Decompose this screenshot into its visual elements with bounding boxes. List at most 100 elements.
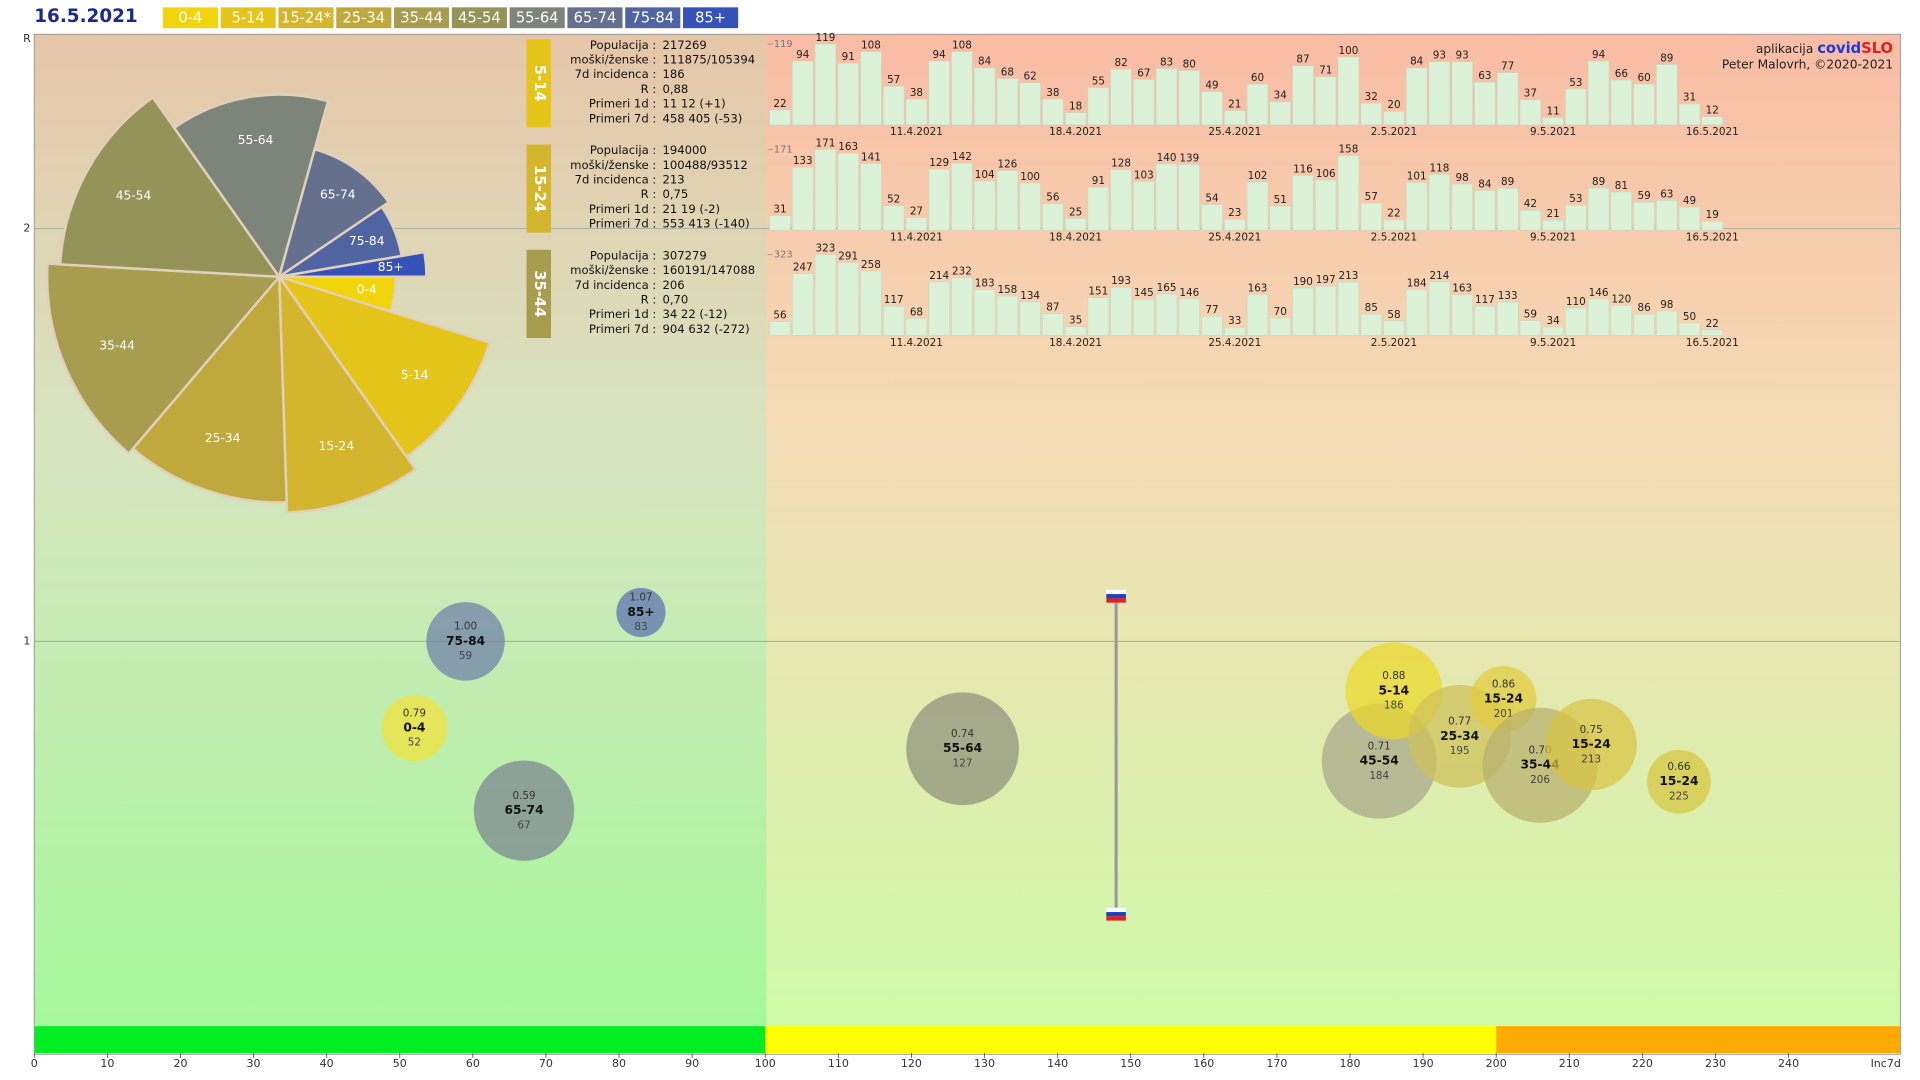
bar-value-label: 118 <box>1430 162 1450 174</box>
bar-value-label: 34 <box>1547 315 1561 327</box>
x-tick-label: 18.4.2021 <box>1049 126 1102 138</box>
bar <box>882 305 905 336</box>
bar <box>1656 310 1678 336</box>
bar-value-label: 54 <box>1205 193 1219 205</box>
bar <box>928 60 950 126</box>
bar <box>1405 67 1428 126</box>
bar <box>1610 191 1633 231</box>
bar <box>905 98 928 126</box>
info-label: 7d incidenca : <box>575 278 657 292</box>
bar <box>1519 210 1542 231</box>
bar-value-label: 27 <box>910 205 923 217</box>
pie-label: 25-34 <box>205 431 241 445</box>
info-label: moški/ženske : <box>570 53 656 67</box>
bar <box>1405 289 1428 336</box>
credit-brand-b: SLO <box>1861 40 1893 57</box>
bar-value-label: 213 <box>1339 270 1359 282</box>
bar <box>1565 307 1587 336</box>
pie-sector <box>278 250 428 278</box>
info-label: R : <box>641 187 657 201</box>
bubble-inc-label: 127 <box>953 757 973 769</box>
bubble-inc-label: 52 <box>408 737 421 749</box>
bubble <box>1545 698 1637 791</box>
info-label: Primeri 7d : <box>589 322 656 336</box>
bar-value-label: 62 <box>1024 71 1037 83</box>
info-label: Primeri 7d : <box>589 217 656 231</box>
bar <box>1451 294 1473 336</box>
x-tick-label: 2.5.2021 <box>1371 126 1417 138</box>
group-title: 35-44 <box>531 270 548 317</box>
bar-value-label: 104 <box>975 169 995 181</box>
bar-value-label: 87 <box>1046 302 1059 314</box>
bar-value-label: 31 <box>773 203 786 215</box>
bar-value-label: 89 <box>1501 176 1514 188</box>
bar <box>1337 56 1360 126</box>
bar-value-label: 34 <box>1274 90 1288 102</box>
bar <box>1678 206 1701 231</box>
bar <box>1133 298 1155 336</box>
info-label: Primeri 1d : <box>589 202 656 216</box>
bubble-group-label: 5-14 <box>1379 683 1410 697</box>
bar <box>1110 169 1132 231</box>
bar <box>1201 315 1223 336</box>
x-tick-label: 140 <box>1047 1057 1068 1070</box>
bar-value-label: 12 <box>1706 105 1719 117</box>
x-tick-label: 25.4.2021 <box>1208 337 1261 349</box>
bar <box>1292 65 1314 126</box>
bar <box>1587 298 1610 336</box>
bubble-r-label: 0.74 <box>951 728 975 740</box>
bar <box>1519 320 1542 336</box>
bar <box>1269 101 1291 126</box>
credit-brand-a: covid <box>1817 40 1861 57</box>
flag-red <box>1106 598 1126 603</box>
bar <box>1269 205 1291 231</box>
x-tick-label: 18.4.2021 <box>1049 232 1102 244</box>
pie-label: 55-64 <box>238 133 274 147</box>
bar-value-label: 193 <box>1111 275 1131 287</box>
bubble-group-label: 55-64 <box>943 741 982 755</box>
info-value: 458 405 (-53) <box>662 111 742 125</box>
bar-value-label: 110 <box>1566 296 1586 308</box>
bar <box>837 62 859 126</box>
bar-value-label: 58 <box>1387 309 1400 321</box>
bar <box>860 270 882 336</box>
y-tick-label: 1 <box>23 634 30 647</box>
legend-swatch <box>220 7 276 29</box>
bar-value-label: 53 <box>1569 77 1582 89</box>
bar-value-label: 94 <box>933 49 947 61</box>
bar <box>1201 91 1223 126</box>
bar-value-label: 117 <box>1475 294 1495 306</box>
info-value: 111875/105394 <box>662 53 755 67</box>
legend-label: 0-4 <box>178 9 202 26</box>
bar <box>1610 79 1633 126</box>
bar-value-label: 53 <box>1569 193 1582 205</box>
bubble-r-label: 0.59 <box>512 790 535 802</box>
legend-swatch <box>451 7 507 29</box>
bar <box>1246 181 1269 231</box>
plot-frame <box>33 33 1901 1055</box>
info-value: 307279 <box>662 248 706 262</box>
bar <box>1292 175 1314 231</box>
bar-value-label: 116 <box>1293 163 1313 175</box>
bar-value-label: 55 <box>1092 75 1105 87</box>
bar-value-label: 57 <box>1365 191 1378 203</box>
bubble <box>616 587 666 637</box>
info-label: 7d incidenca : <box>575 173 657 187</box>
x-tick-label: 18.4.2021 <box>1049 337 1102 349</box>
bar-value-label: 165 <box>1157 282 1177 294</box>
bar <box>1405 182 1428 231</box>
bar-value-label: 63 <box>1660 188 1673 200</box>
bar <box>1542 326 1564 336</box>
bubble-r-label: 0.66 <box>1667 761 1690 773</box>
bar <box>1019 301 1041 336</box>
bar-value-label: 60 <box>1251 72 1264 84</box>
bubble-group-label: 75-84 <box>446 634 485 648</box>
bar-value-label: 56 <box>773 309 786 321</box>
info-label: Populacija : <box>590 143 656 157</box>
x-tick-label: 110 <box>828 1057 849 1070</box>
bar-value-label: 100 <box>1020 171 1040 183</box>
bar-value-label: 151 <box>1088 286 1108 298</box>
bar <box>1269 317 1291 336</box>
bar <box>1656 64 1678 126</box>
info-value: 160191/147088 <box>662 263 755 277</box>
